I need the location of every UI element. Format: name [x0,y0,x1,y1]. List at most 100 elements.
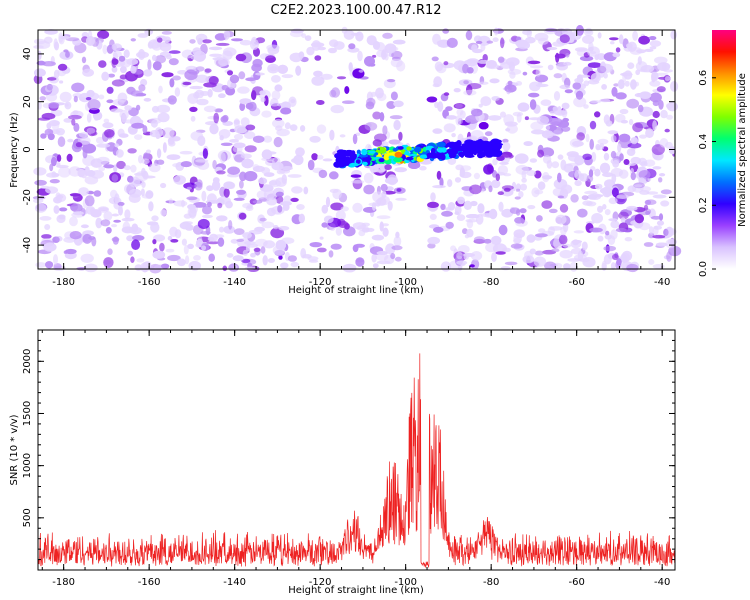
spectrogram-cell [131,223,139,233]
spectrogram-cell [259,90,266,95]
spectrogram-cell [330,243,342,250]
spectrogram-cell [602,172,614,178]
spectrogram-cell [80,136,91,145]
spectrogram-cell [473,35,482,43]
spectrogram-signal-cell [397,146,404,150]
spectrogram-cell [503,187,511,192]
spectrogram-cell [212,177,220,184]
spectrogram-cell [419,165,427,171]
spectrogram-cell [491,252,497,263]
spectrogram-cell [372,139,382,147]
spectrogram-cell [284,122,291,130]
spectrogram-cell [147,41,154,49]
spectrogram-cell [316,154,324,160]
spectrogram-cell [45,92,58,102]
spectrogram-cell [82,233,92,244]
spectrogram-cell [633,184,643,188]
spectrogram-cell [223,188,230,198]
spectrogram-cell [354,243,365,248]
spectrogram-cell [138,49,146,60]
spectrogram-cell [623,159,630,165]
spectrogram-cell [152,54,157,62]
spectrogram-cell [117,201,125,206]
spectrogram-cell [233,119,240,125]
spectrogram-cell [264,95,269,107]
x-tick-label: -180 [52,577,75,588]
spectrogram-cell [247,101,257,112]
spectrogram-cell [582,35,595,44]
spectrogram-cell [254,226,265,232]
spectrogram-cell [387,174,398,186]
spectrogram-cell [183,182,197,190]
spectrogram-cell [263,172,275,178]
spectrogram-cell [491,179,501,189]
spectrogram-cell [290,197,299,202]
spectrogram-cell [64,248,77,255]
spectrogram-cell [54,41,60,51]
spectrogram-signal-cell [356,149,361,155]
spectrogram-cell [441,210,453,217]
spectrogram-cell [274,84,283,92]
spectrogram-cell [581,195,589,201]
spectrogram-cell [130,164,137,173]
spectrogram-cell [613,83,620,87]
spectrogram-cell [128,128,138,133]
spectrogram-cell [332,188,342,200]
spectrogram-cell [618,34,624,45]
spectrogram-cell [384,43,397,54]
spectrogram-cell [86,127,96,134]
y-tick-label: 500 [22,508,33,527]
spectrogram-cell [574,47,588,52]
spectrogram-signal-cell [475,147,483,152]
spectrogram-cell [162,142,167,153]
spectrogram-cell [549,110,556,115]
spectrogram-cell [385,186,394,191]
spectrogram-cell [179,150,193,155]
spectrogram-cell [513,229,526,239]
spectrogram-cell [34,179,47,186]
spectrogram-cell [535,83,549,88]
spectrogram-cell [213,112,219,124]
spectrogram-cell [195,159,209,163]
spectrogram-cell [143,261,152,269]
spectrogram-cell [512,111,524,117]
spectrogram-cell [72,110,79,115]
spectrogram-cell [207,88,213,98]
spectrogram-cell [541,130,554,139]
spectrogram-cell [355,257,365,267]
spectrogram-cell [126,235,134,242]
spectrogram-cell [277,64,289,74]
spectrogram-cell [123,49,130,58]
x-tick-label: -180 [52,277,75,288]
spectrogram-cell [238,212,247,220]
spectrogram-signal-cell [378,158,385,163]
spectrogram-cell [514,217,525,224]
spectrogram-cell [540,99,552,106]
spectrogram-cell [617,143,622,153]
spectrogram-cell [104,129,115,138]
spectrogram-cell [607,130,618,135]
spectrogram-cell [562,117,569,122]
spectrogram-cell [343,29,355,40]
spectrogram-cell [456,214,466,222]
spectrogram-cell [95,217,103,229]
spectrogram-cell [491,96,500,101]
spectrogram-cell [197,218,210,230]
spectrogram-cell [106,86,114,94]
spectrogram-cell [432,185,446,189]
spectrogram-cell [196,98,209,106]
spectrogram-cell [151,215,159,222]
spectrogram-cell [650,215,662,220]
spectrogram-cell [260,97,266,103]
spectrogram-cell [148,201,154,212]
spectrogram-cell [561,102,570,110]
spectrogram-cell [457,196,465,205]
spectrogram-cell [393,119,401,131]
spectrogram-cell [587,62,602,68]
spectrogram-cell [439,177,444,188]
spectrogram-cell [648,259,655,265]
spectrogram-signal-cell [464,154,475,158]
spectrogram-x-ticks: -180 -160 -140 -120 -100 -80 -60 -40 [52,30,670,288]
spectrogram-cell [506,124,518,134]
spectrogram-cell [156,104,171,114]
